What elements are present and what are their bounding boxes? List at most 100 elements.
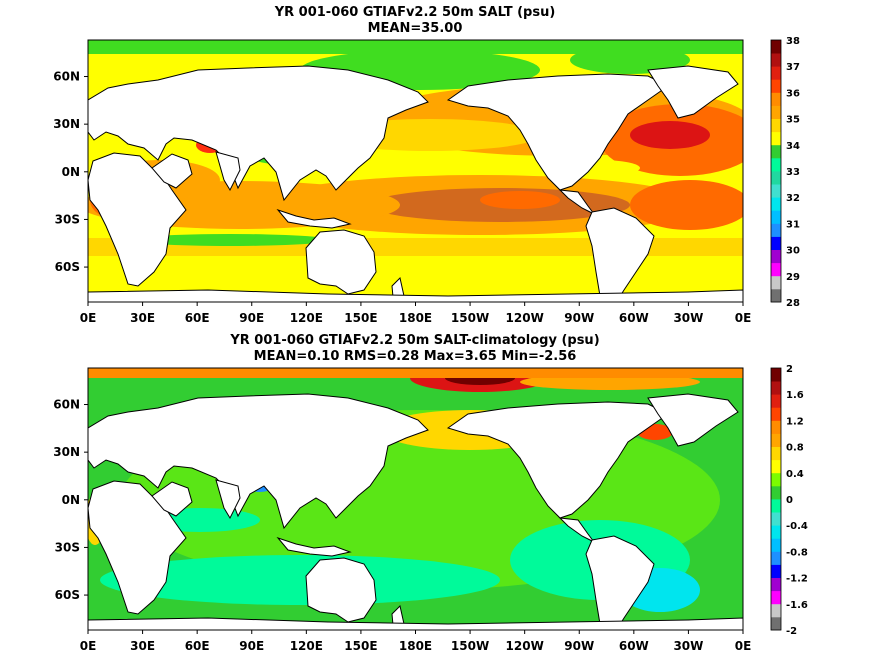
colorbar-label: -2 bbox=[786, 626, 797, 637]
y-tick-label: 60N bbox=[53, 70, 80, 84]
colorbar-label: 36 bbox=[786, 88, 800, 99]
colorbar-swatch bbox=[771, 394, 781, 408]
x-tick-label: 60E bbox=[185, 639, 210, 653]
colorbar-label: 0 bbox=[786, 495, 793, 506]
x-tick-label: 0E bbox=[735, 639, 752, 653]
colorbar-swatch bbox=[771, 577, 781, 592]
colorbar-swatch bbox=[771, 92, 781, 106]
panel-1-x-ticks: 0E 30E 60E 90E 120E 150E 180E 150W 120W 90W 60W 30W… bbox=[80, 302, 751, 325]
colorbar-swatch bbox=[771, 262, 781, 277]
colorbar-swatch bbox=[771, 538, 781, 552]
x-tick-label: 90W bbox=[564, 639, 594, 653]
colorbar-swatch bbox=[771, 381, 781, 395]
colorbar-swatch bbox=[771, 236, 781, 250]
colorbar-label: 2 bbox=[786, 364, 793, 375]
colorbar-label: -0.4 bbox=[786, 521, 808, 532]
colorbar-label: 32 bbox=[786, 193, 800, 204]
colorbar-swatch bbox=[771, 223, 781, 237]
colorbar-label: -0.8 bbox=[786, 547, 808, 558]
colorbar-frame bbox=[770, 39, 782, 303]
x-tick-label: 0E bbox=[80, 639, 97, 653]
panel-2-field bbox=[88, 368, 743, 630]
colorbar-label: -1.6 bbox=[786, 600, 808, 611]
colorbar-label: 0.8 bbox=[786, 443, 804, 454]
colorbar-frame bbox=[770, 367, 782, 631]
colorbar-label: 28 bbox=[786, 298, 800, 309]
x-tick-label: 120W bbox=[506, 639, 544, 653]
colorbar-label: 35 bbox=[786, 115, 800, 126]
colorbar-swatch bbox=[771, 131, 781, 146]
x-tick-label: 90E bbox=[239, 639, 264, 653]
panel-2-title: YR 001-060 GTIAFv2.2 50m SALT-climatolog… bbox=[229, 333, 599, 348]
colorbar-swatch bbox=[771, 368, 781, 382]
y-tick-label: 30S bbox=[55, 212, 80, 226]
x-tick-label: 0E bbox=[80, 311, 97, 325]
x-tick-label: 90E bbox=[239, 311, 264, 325]
panel-2-subtitle: MEAN=0.10 RMS=0.28 Max=3.65 Min=-2.56 bbox=[254, 349, 577, 364]
colorbar-swatch bbox=[771, 590, 781, 605]
colorbar-label: 37 bbox=[786, 62, 800, 73]
colorbar-swatch bbox=[771, 616, 781, 631]
colorbar-swatch bbox=[771, 512, 781, 526]
colorbar-label: -1.2 bbox=[786, 574, 808, 585]
colorbar-label: 34 bbox=[786, 141, 800, 152]
x-tick-label: 120E bbox=[290, 311, 323, 325]
x-tick-label: 30E bbox=[130, 639, 155, 653]
panel-2: YR 001-060 GTIAFv2.2 50m SALT-climatolog… bbox=[53, 333, 808, 653]
y-tick-label: 30N bbox=[53, 117, 80, 131]
panel-2-x-ticks: 0E 30E 60E 90E 120E 150E 180E 150W 120W 90W 60W 30W… bbox=[80, 630, 752, 653]
colorbar-swatch bbox=[771, 446, 781, 461]
colorbar-swatch bbox=[771, 551, 781, 565]
colorbar-swatch bbox=[771, 603, 781, 618]
colorbar-label: 38 bbox=[786, 36, 800, 47]
y-tick-label: 60S bbox=[55, 260, 80, 274]
x-tick-label: 150W bbox=[451, 311, 489, 325]
y-tick-label: 60N bbox=[53, 398, 80, 412]
colorbar-label: 31 bbox=[786, 219, 800, 230]
panel-1-subtitle: MEAN=35.00 bbox=[368, 21, 463, 36]
x-tick-label: 120W bbox=[506, 311, 544, 325]
colorbar-swatch bbox=[771, 157, 781, 172]
colorbar-swatch bbox=[771, 79, 781, 93]
x-tick-label: 120E bbox=[290, 639, 323, 653]
panel-2-colorbar: 2 1.6 1.2 0.8 0.4 0 -0.4 -0.8 -1.2 -1.6 -2 bbox=[770, 364, 808, 637]
x-tick-label: 60W bbox=[619, 639, 649, 653]
colorbar-swatch bbox=[771, 118, 781, 133]
colorbar-label: 33 bbox=[786, 167, 800, 178]
colorbar-swatch bbox=[771, 499, 781, 513]
panel-1-colorbar: 38 37 36 35 34 33 32 31 30 29 28 bbox=[770, 36, 800, 309]
colorbar-swatch bbox=[771, 275, 781, 290]
x-tick-label: 150E bbox=[344, 311, 377, 325]
x-tick-label: 180E bbox=[399, 639, 432, 653]
colorbar-swatch bbox=[771, 525, 781, 539]
colorbar-label: 0.4 bbox=[786, 469, 804, 480]
colorbar-swatch bbox=[771, 459, 781, 474]
panel-1-field bbox=[88, 40, 743, 302]
x-tick-label: 60W bbox=[619, 311, 649, 325]
panel-2-y-ticks: 60N 30N 0N 30S 60S bbox=[53, 398, 88, 602]
panel-1: YR 001-060 GTIAFv2.2 50m SALT (psu) MEAN… bbox=[53, 5, 800, 325]
x-tick-label: 30E bbox=[130, 311, 155, 325]
y-tick-label: 0N bbox=[62, 493, 80, 507]
colorbar-swatch bbox=[771, 197, 781, 211]
x-tick-label: 90W bbox=[564, 311, 594, 325]
y-tick-label: 30N bbox=[53, 445, 80, 459]
colorbar-label: 29 bbox=[786, 272, 800, 283]
colorbar-swatch bbox=[771, 105, 781, 119]
y-tick-label: 0N bbox=[62, 165, 80, 179]
colorbar-swatch bbox=[771, 407, 781, 421]
y-tick-label: 30S bbox=[55, 540, 80, 554]
x-tick-label: 180E bbox=[399, 311, 432, 325]
x-tick-label: 30W bbox=[673, 311, 703, 325]
colorbar-swatch bbox=[771, 40, 781, 54]
panel-1-title: YR 001-060 GTIAFv2.2 50m SALT (psu) bbox=[274, 5, 556, 20]
colorbar-swatch bbox=[771, 472, 781, 487]
colorbar-swatch bbox=[771, 184, 781, 198]
colorbar-swatch bbox=[771, 420, 781, 434]
colorbar-label: 30 bbox=[786, 246, 800, 257]
colorbar-swatch bbox=[771, 485, 781, 500]
colorbar-label: 1.2 bbox=[786, 416, 804, 427]
x-tick-label: 150W bbox=[451, 639, 489, 653]
y-tick-label: 60S bbox=[55, 588, 80, 602]
colorbar-label: 1.6 bbox=[786, 390, 804, 401]
